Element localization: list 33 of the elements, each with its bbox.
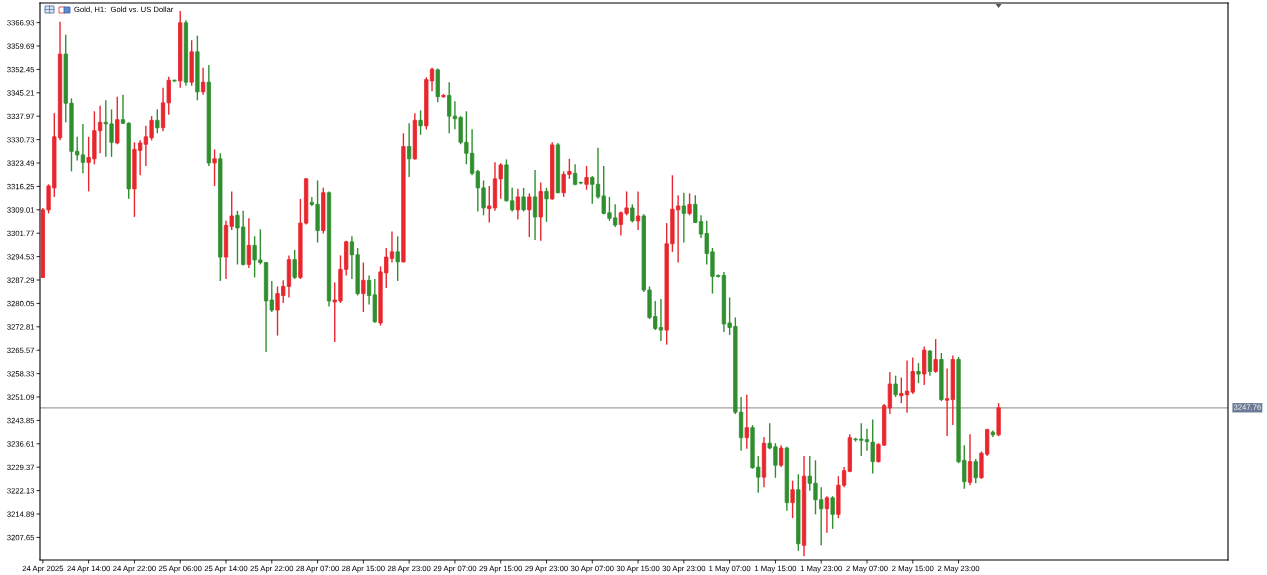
candlestick — [870, 418, 875, 475]
candlestick — [407, 122, 412, 178]
candlestick — [115, 96, 120, 145]
candlestick — [973, 458, 978, 484]
candlestick — [779, 444, 784, 468]
candlestick — [790, 479, 795, 519]
candlestick — [246, 217, 252, 269]
candlestick — [532, 169, 538, 241]
candlestick — [521, 187, 526, 213]
candlestick — [395, 235, 400, 282]
candlestick — [584, 165, 589, 191]
candlestick — [967, 433, 973, 486]
candlestick — [515, 188, 521, 221]
candlestick — [824, 495, 830, 534]
candlestick — [893, 374, 898, 398]
candlestick — [681, 192, 686, 244]
candlestick — [544, 187, 549, 223]
candlestick — [630, 203, 635, 224]
candlestick — [933, 338, 938, 374]
candlestick — [212, 148, 217, 187]
candlestick — [361, 261, 366, 313]
candlestick — [418, 109, 423, 136]
candlestick — [927, 349, 933, 377]
candlestick — [635, 190, 641, 231]
candlestick — [744, 394, 749, 450]
candlestick — [292, 249, 297, 280]
candlestick — [527, 192, 532, 238]
candlestick — [916, 362, 921, 384]
candlestick — [687, 192, 692, 217]
candlestick — [922, 345, 927, 386]
candlestick — [830, 495, 835, 530]
candlestick — [155, 108, 160, 134]
candlestick — [200, 66, 206, 96]
